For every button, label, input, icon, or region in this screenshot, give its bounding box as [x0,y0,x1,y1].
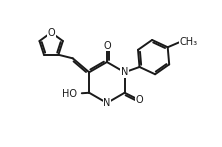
Text: O: O [103,41,111,51]
Text: O: O [136,95,143,105]
Text: N: N [103,98,111,108]
Text: CH₃: CH₃ [179,37,197,47]
Text: N: N [121,67,128,77]
Text: O: O [47,27,55,37]
Text: HO: HO [62,89,77,99]
